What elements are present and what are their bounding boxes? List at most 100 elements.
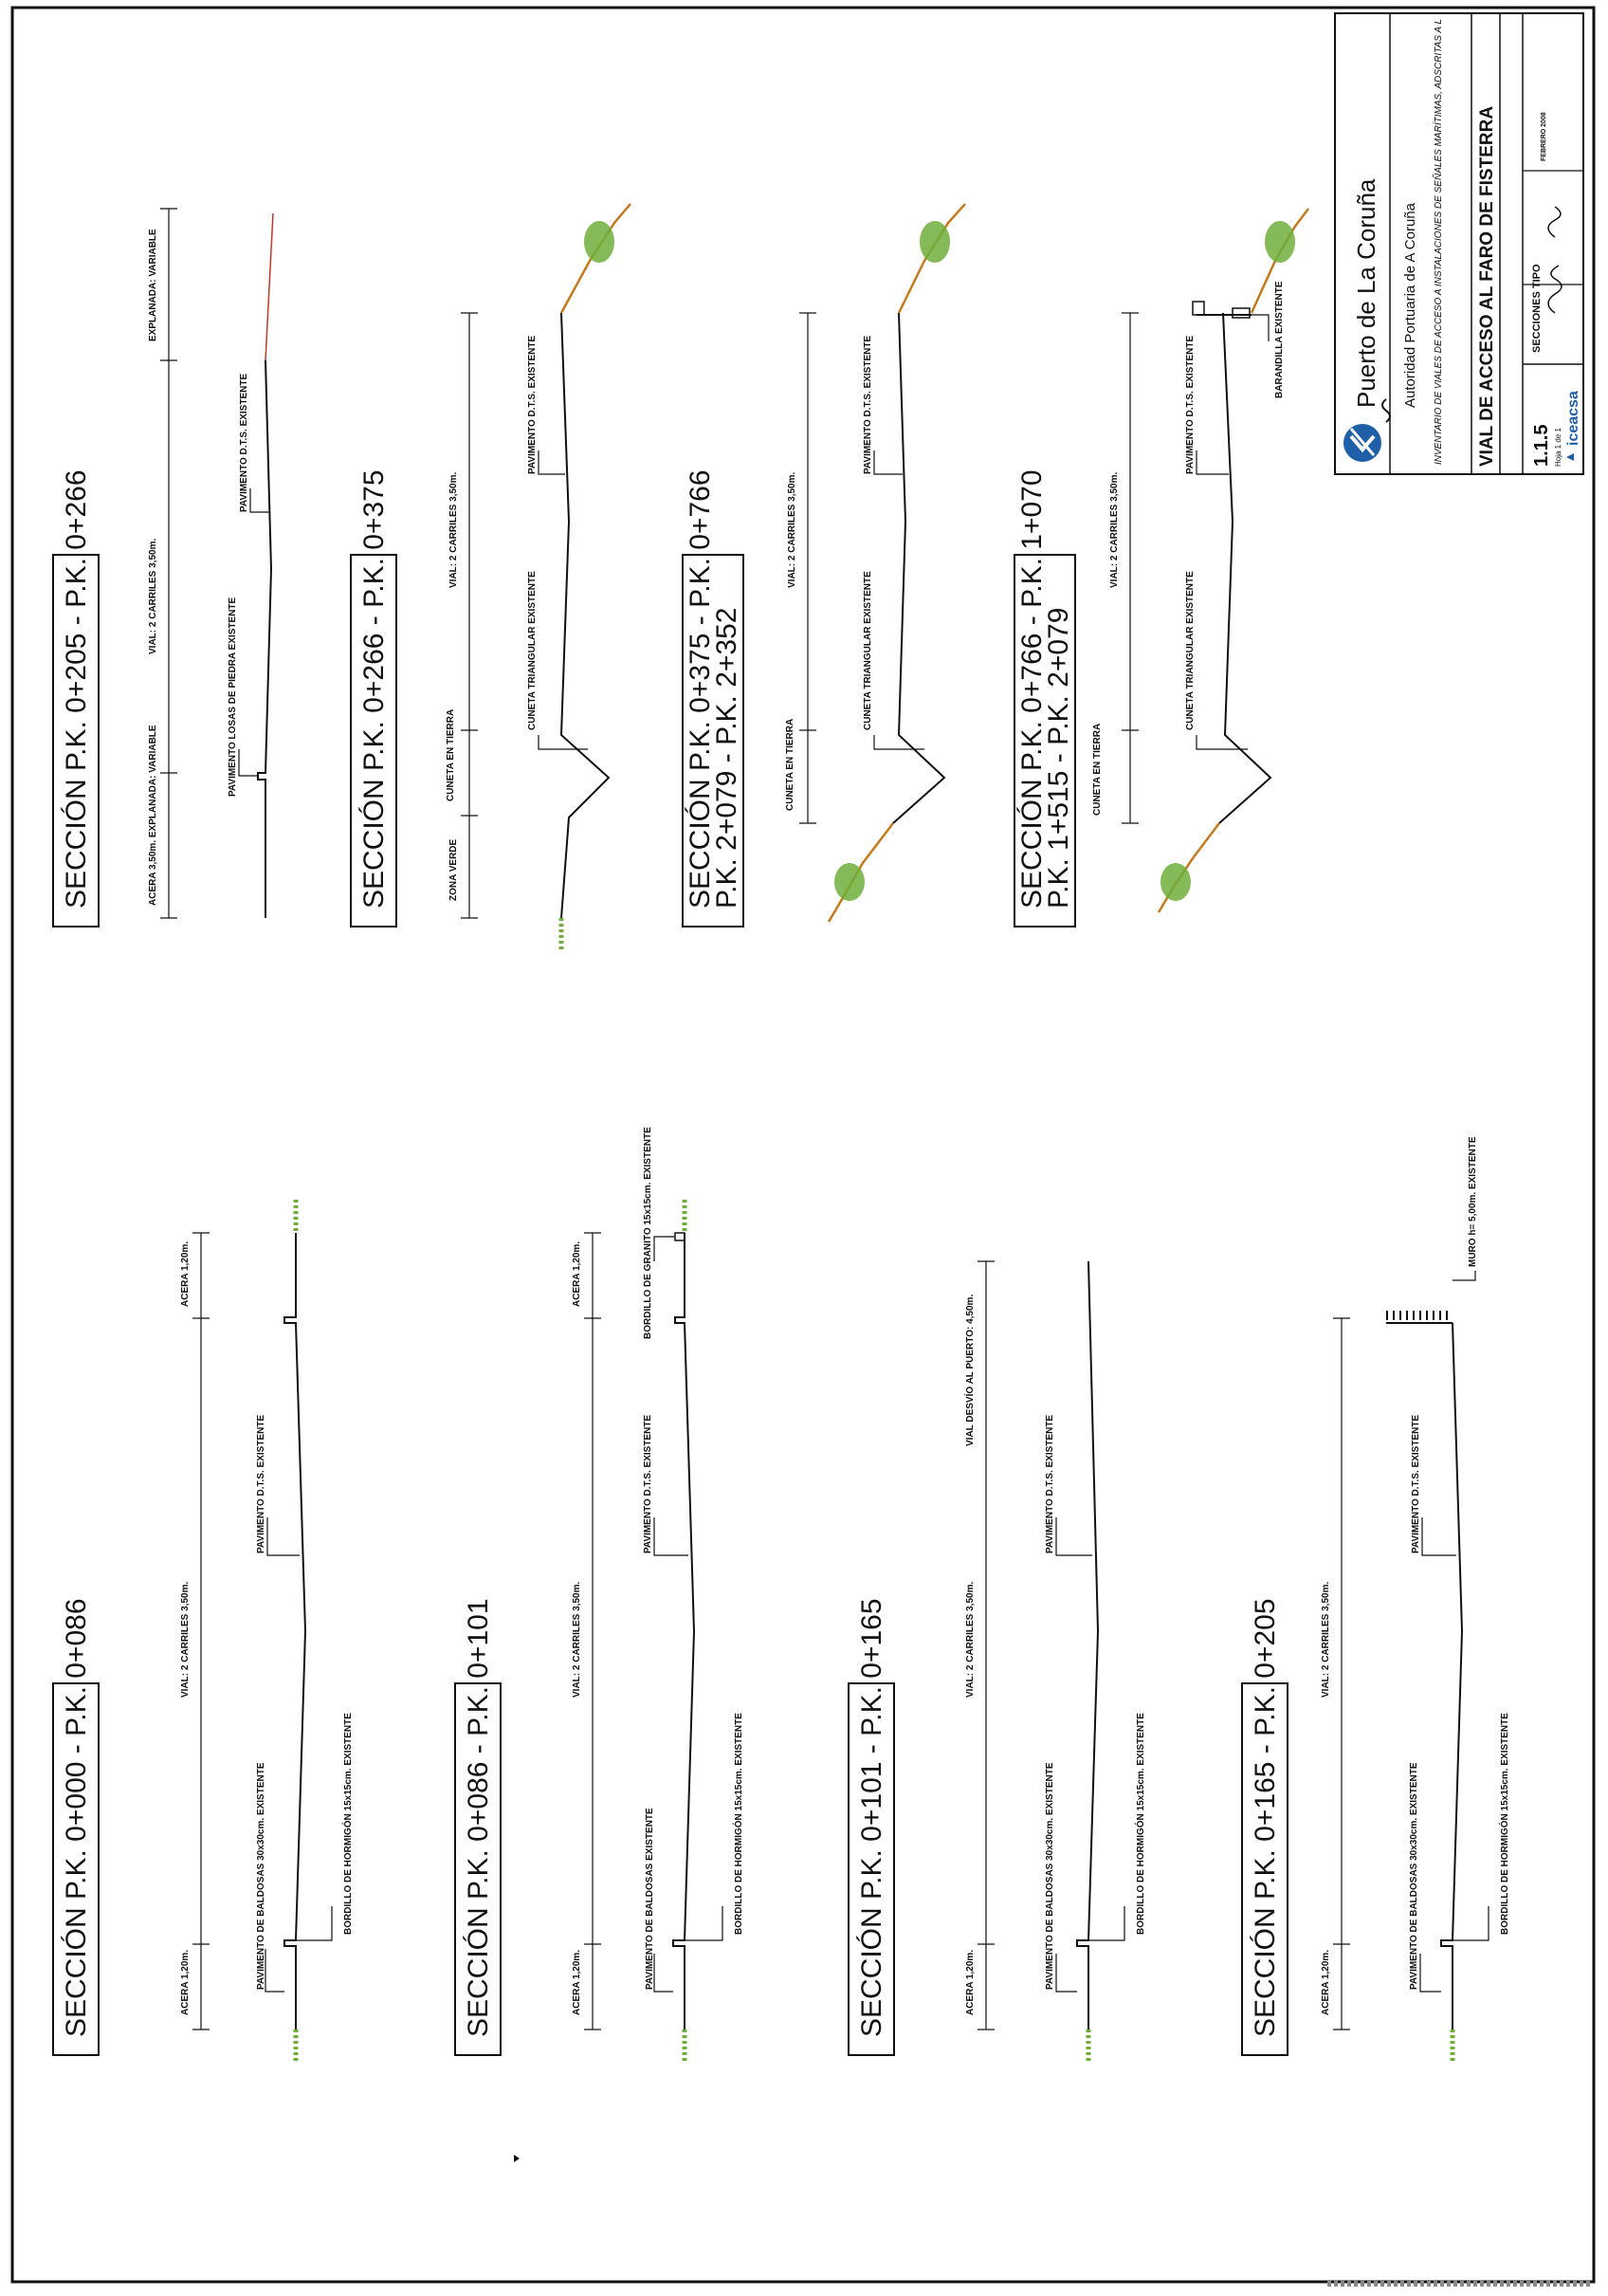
dim-label: VIAL DESVÍO AL PUERTO: 4,50m. [963, 1295, 976, 1446]
note-label: PAVIMENTO D.T.S. EXISTENTE [239, 374, 249, 512]
section-title: SECCIÓN P.K. 0+086 - P.K. 0+101 [463, 1598, 494, 2037]
profile-line [672, 1233, 696, 2030]
note-label: PAVIMENTO LOSAS DE PIEDRA EXISTENTE [228, 597, 238, 797]
drawing-date: FEBRERO 2008 [1541, 112, 1547, 161]
leader-line [1421, 1517, 1456, 1556]
section-title: SECCIÓN P.K. 0+165 - P.K. 0+205 [1250, 1598, 1281, 2037]
dim-label: VIAL: 2 CARRILES 3,50m. [787, 472, 797, 588]
section-title-line2: P.K. 2+079 - P.K. 2+352 [711, 608, 742, 909]
note-label: PAVIMENTO D.T.S. EXISTENTE [1411, 1415, 1421, 1553]
dim-label: EXPLANADA: VARIABLE [148, 229, 158, 341]
leader-line [538, 735, 588, 750]
vegetation [834, 863, 865, 901]
dim-label: ACERA 1,20m. [180, 1950, 191, 2015]
profile-line [559, 312, 611, 919]
dim-label: ACERA 1,20m. [965, 1950, 976, 2015]
company-flame-icon [1566, 453, 1574, 461]
leader-line [1196, 450, 1229, 475]
note-label: CUNETA TRIANGULAR EXISTENTE [527, 571, 538, 730]
dim-label: ACERA 1,20m. [572, 1950, 582, 2015]
leader-line [296, 1906, 333, 1941]
dim-label: ACERA 1,20m. [572, 1241, 582, 1307]
dim-label: CUNETA EN TIERRA [785, 719, 795, 811]
leader-line [1453, 1906, 1489, 1941]
dimension-line [160, 208, 177, 919]
section-title-box [52, 1682, 100, 2056]
explanada-line [265, 212, 274, 361]
section-title: SECCIÓN P.K. 0+101 - P.K. 0+165 [856, 1598, 887, 2037]
dim-label: VIAL: 2 CARRILES 3,50m. [572, 1582, 582, 1698]
section-title: SECCIÓN P.K. 0+266 - P.K. 0+375 [358, 469, 390, 909]
dimension-line [192, 1232, 210, 2030]
signature [1547, 206, 1562, 238]
note-label: PAVIMENTO D.T.S. EXISTENTE [643, 1415, 653, 1553]
note-label: BORDILLO DE HORMIGÓN 15x15cm. EXISTENTE [341, 1713, 354, 1935]
profile-line [283, 1233, 307, 2030]
profile-line [1440, 1322, 1464, 2030]
section-title: SECCIÓN P.K. 0+375 - P.K. 0+766 [685, 469, 716, 909]
section-right-2: SECCIÓN P.K. 0+266 - P.K. 0+375 ZONA VER… [350, 203, 631, 951]
note-label: PAVIMENTO DE BALDOSAS 30x30cm. EXISTENTE [256, 1762, 266, 1990]
leader-line [873, 450, 903, 475]
note-label: BORDILLO DE HORMIGÓN 15x15cm. EXISTENTE [1134, 1713, 1146, 1935]
leader-line [538, 450, 565, 475]
leader-line [1055, 1954, 1077, 1993]
company-logo: iceacsa [1565, 391, 1581, 446]
port-logo-icon [1343, 424, 1381, 462]
section-right-1: SECCIÓN P.K. 0+205 - P.K. 0+266 ACERA 3,… [52, 208, 274, 928]
leader-line [266, 1517, 300, 1556]
profile-line [892, 312, 946, 824]
section-title-box [350, 554, 397, 928]
section-title: SECCIÓN P.K. 0+000 - P.K. 0+086 [61, 1598, 92, 2037]
leader-line [1196, 735, 1248, 750]
dim-label: VIAL: 2 CARRILES 3,50m. [1109, 472, 1120, 588]
leader-line [238, 749, 258, 777]
leader-line [685, 1906, 723, 1941]
signature [1547, 265, 1562, 314]
leader-line [1088, 1906, 1125, 1941]
section-right-3: SECCIÓN P.K. 0+375 - P.K. 0+766 P.K. 2+0… [682, 203, 966, 928]
leader-line [873, 735, 924, 750]
vegetation [584, 221, 614, 263]
sheet-border [10, 6, 1596, 2284]
granite-kerb [674, 1232, 685, 1241]
note-label: PAVIMENTO D.T.S. EXISTENTE [256, 1415, 266, 1553]
dim-label: VIAL: 2 CARRILES 3,50m. [148, 539, 158, 654]
note-label: PAVIMENTO DE BALDOSAS 30x30cm. EXISTENTE [1409, 1762, 1419, 1990]
dimension-line [584, 1232, 601, 2030]
port-name: Puerto de La Coruña [1352, 178, 1380, 408]
leader-line [653, 1236, 675, 1261]
dim-label: VIAL: 2 CARRILES 3,50m. [1321, 1582, 1331, 1698]
leader-line [1252, 314, 1270, 341]
stray-mark [514, 2155, 520, 2162]
leader-line [1055, 1517, 1092, 1556]
dim-label: ACERA 1,20m. [180, 1241, 191, 1307]
section-right-4: SECCIÓN P.K. 0+766 - P.K. 1+070 P.K. 1+5… [1014, 208, 1309, 928]
wave-icon [1381, 398, 1391, 423]
leader-line [1419, 1954, 1441, 1993]
dim-label: ZONA VERDE [448, 838, 459, 901]
section-left-1: SECCIÓN P.K. 0+000 - P.K. 0+086 ACERA 1,… [52, 1200, 354, 2063]
dimension-line [799, 312, 816, 824]
profile-line [257, 359, 273, 918]
vegetation [1265, 221, 1295, 263]
note-label: CUNETA TRIANGULAR EXISTENTE [1185, 571, 1196, 730]
section-title-box [1014, 554, 1076, 928]
leader-line [653, 1954, 673, 1993]
dim-label: VIAL: 2 CARRILES 3,50m. [965, 1582, 976, 1698]
section-title-box [1241, 1682, 1288, 2056]
leader-line [249, 488, 269, 513]
note-label: PAVIMENTO DE BALDOSAS 30x30cm. EXISTENTE [1045, 1762, 1055, 1990]
note-label: MURO h= 5,00m. EXISTENTE [1468, 1136, 1478, 1267]
sheet-number: Hoja 1 de 1 [1554, 428, 1562, 467]
drawing-title: VIAL DE ACCESO AL FARO DE FISTERRA [1477, 106, 1497, 467]
vegetation [1160, 863, 1191, 901]
dim-label: VIAL: 2 CARRILES 3,50m. [448, 472, 459, 588]
profile-line [1076, 1260, 1100, 2030]
drawing-number: 1.1.5 [1531, 425, 1552, 467]
drawing-subtitle: SECCIONES TIPO [1531, 264, 1543, 353]
note-label: BORDILLO DE HORMIGÓN 15x15cm. EXISTENTE [732, 1713, 744, 1935]
leader-line [265, 1949, 284, 1993]
note-label: BORDILLO DE HORMIGÓN 15x15cm. EXISTENTE [1498, 1713, 1510, 1935]
